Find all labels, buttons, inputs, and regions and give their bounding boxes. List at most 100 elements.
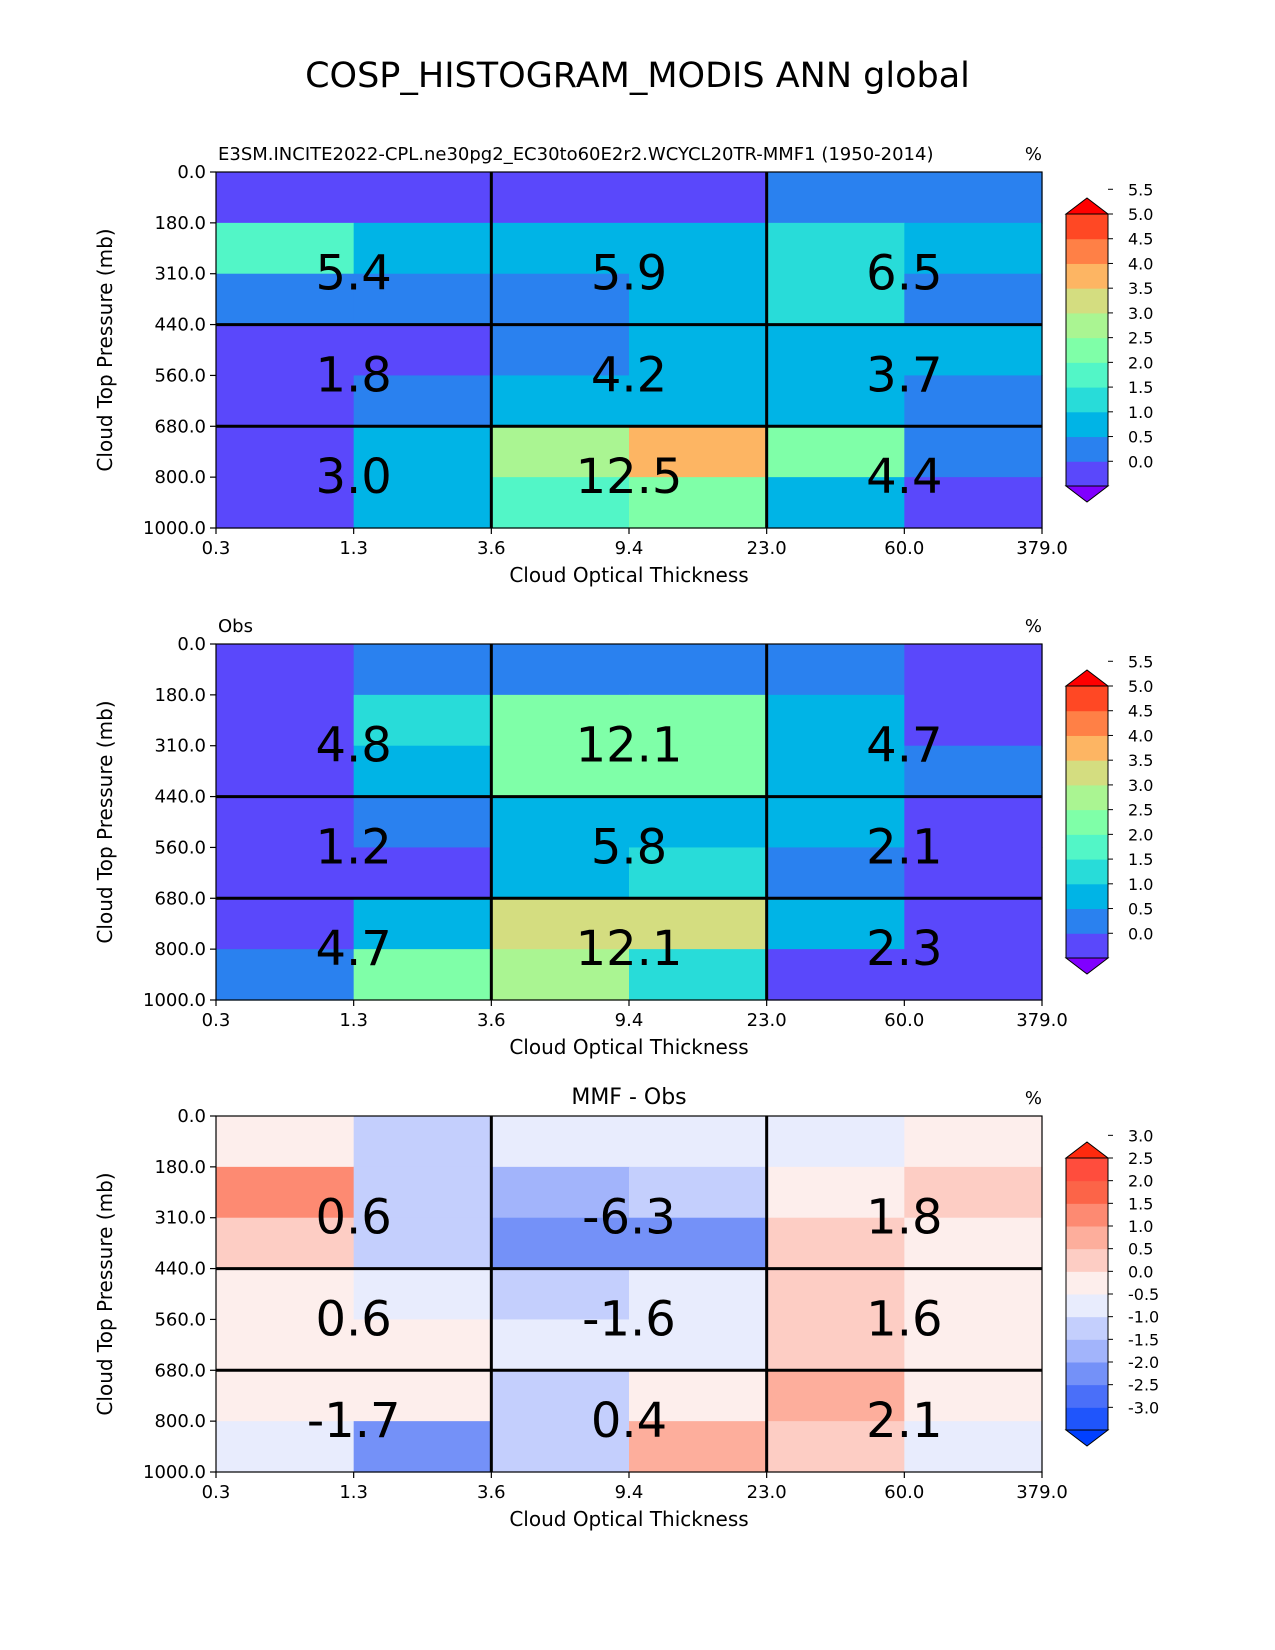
colorbar-extend-min bbox=[1064, 485, 1110, 503]
colorbar-extend-max bbox=[1064, 197, 1110, 215]
y-tick-label: 180.0 bbox=[154, 1157, 206, 1178]
box-value-label: 2.3 bbox=[866, 921, 942, 977]
colorbar-extend-max bbox=[1064, 1141, 1110, 1159]
colorbar-tick-label: 3.0 bbox=[1128, 304, 1153, 323]
heatmap-cell bbox=[904, 1217, 1043, 1270]
y-axis-label: Cloud Top Pressure (mb) bbox=[93, 1172, 117, 1415]
heatmap-panel-3: 0.6 -6.3 1.8 0.6 -1.6 1.6 -1.7 0.4 2.1 0.3 1.3 3.6 9… bbox=[93, 1085, 1159, 1531]
colorbar-bin bbox=[1066, 760, 1108, 786]
y-tick-label: 0.0 bbox=[177, 634, 206, 655]
colorbar-bin bbox=[1066, 1248, 1108, 1272]
x-tick-label: 23.0 bbox=[747, 1010, 787, 1031]
box-value-label: 12.5 bbox=[576, 449, 683, 505]
colorbar-tick-label: 4.0 bbox=[1128, 254, 1153, 273]
colorbar-bin bbox=[1066, 1226, 1108, 1250]
colorbar-bin bbox=[1066, 1384, 1108, 1408]
heatmap-cell bbox=[491, 847, 630, 899]
colorbar-bin bbox=[1066, 834, 1108, 860]
box-value-label: 4.2 bbox=[591, 347, 667, 403]
colorbar-extend-max bbox=[1064, 669, 1110, 687]
y-tick-label: 440.0 bbox=[154, 1259, 206, 1280]
x-axis-label: Cloud Optical Thickness bbox=[509, 1035, 748, 1059]
heatmap-cell bbox=[216, 375, 355, 427]
y-tick-label: 1000.0 bbox=[143, 518, 206, 539]
heatmap-cell bbox=[629, 1421, 768, 1473]
colorbar-tick-label: 2.0 bbox=[1128, 1172, 1153, 1191]
colorbar-bin bbox=[1066, 411, 1108, 438]
x-tick-label: 9.4 bbox=[615, 1482, 644, 1503]
heatmap-cell bbox=[491, 324, 630, 377]
heatmap-cell bbox=[904, 222, 1043, 275]
heatmap-cell bbox=[904, 694, 1043, 747]
box-value-label: 5.8 bbox=[591, 819, 667, 875]
heatmap-cell bbox=[491, 949, 630, 1001]
heatmap-cell bbox=[629, 477, 768, 529]
plot-frame bbox=[215, 643, 1043, 1001]
heatmap-cell bbox=[904, 426, 1043, 478]
heatmap-cell bbox=[216, 273, 355, 326]
heatmap-panel-2: 4.8 12.1 4.7 1.2 5.8 2.1 4.7 12.1 2.3 0.3 1.3 3.6 9.… bbox=[93, 616, 1153, 1059]
colorbar-bin bbox=[1066, 436, 1108, 462]
heatmap-cell bbox=[766, 1319, 905, 1371]
heatmap-cell bbox=[353, 644, 492, 696]
heatmap-cell bbox=[353, 1421, 492, 1473]
heatmap-cell bbox=[904, 273, 1043, 326]
x-tick-label: 379.0 bbox=[1016, 1010, 1068, 1031]
heatmap-cell bbox=[353, 745, 492, 798]
colorbar-bin bbox=[1066, 784, 1108, 811]
colorbar-tick-label: -1.5 bbox=[1128, 1330, 1159, 1349]
y-tick-label: 0.0 bbox=[177, 1106, 206, 1127]
box-value-label: 12.1 bbox=[576, 718, 683, 774]
heatmap-cell bbox=[216, 745, 355, 798]
plot-frame bbox=[215, 1115, 1043, 1473]
y-tick-label: 680.0 bbox=[154, 416, 206, 437]
colorbar-tick-label: 0.5 bbox=[1128, 900, 1153, 919]
panel-title: Obs bbox=[218, 616, 253, 637]
x-tick-label: 1.3 bbox=[339, 1010, 368, 1031]
heatmap-cell bbox=[353, 1370, 492, 1422]
heatmap-cell bbox=[216, 1217, 355, 1270]
x-tick-label: 1.3 bbox=[339, 1482, 368, 1503]
y-tick-label: 310.0 bbox=[154, 736, 206, 757]
heatmap-cell bbox=[353, 898, 492, 950]
heatmap-cell bbox=[491, 1319, 630, 1371]
y-tick-label: 180.0 bbox=[154, 685, 206, 706]
box-value-label: 4.7 bbox=[315, 921, 391, 977]
heatmap-cell bbox=[353, 1217, 492, 1270]
colorbar-tick-label: 3.5 bbox=[1128, 279, 1153, 298]
colorbar-bin bbox=[1066, 238, 1108, 264]
heatmap-cell bbox=[629, 324, 768, 377]
colorbar-tick-label: 4.5 bbox=[1128, 230, 1153, 249]
box-value-label: 4.7 bbox=[866, 718, 942, 774]
colorbar-tick-label: -1.0 bbox=[1128, 1308, 1159, 1327]
colorbar-bin bbox=[1066, 1203, 1108, 1227]
x-tick-label: 23.0 bbox=[747, 1482, 787, 1503]
y-tick-label: 310.0 bbox=[154, 1208, 206, 1229]
colorbar-tick-label: 3.5 bbox=[1128, 751, 1153, 770]
x-tick-label: 9.4 bbox=[615, 538, 644, 559]
colorbar-tick-label: 0.0 bbox=[1128, 924, 1153, 943]
heatmap-cell bbox=[904, 796, 1043, 849]
heatmap-cell bbox=[491, 1116, 630, 1168]
colorbar-1: 0.0 0.5 1.0 1.5 2.0 2.5 3.0 3.5 4.0 4.5 5.0 5.5 bbox=[1064, 180, 1153, 503]
panel-title: MMF - Obs bbox=[571, 1085, 686, 1110]
colorbar-tick-label: -2.0 bbox=[1128, 1353, 1159, 1372]
heatmap-cell bbox=[353, 847, 492, 899]
heatmap-cell bbox=[766, 172, 905, 224]
heatmap-cell bbox=[904, 375, 1043, 427]
heatmap-cell bbox=[491, 1370, 630, 1422]
y-tick-label: 0.0 bbox=[177, 162, 206, 183]
heatmap-cell bbox=[629, 222, 768, 275]
colorbar-tick-label: -0.5 bbox=[1128, 1285, 1159, 1304]
heatmap-cell bbox=[491, 172, 630, 224]
colorbar-bin bbox=[1066, 1362, 1108, 1386]
heatmap-cell bbox=[904, 1116, 1043, 1168]
box-value-label: 1.8 bbox=[866, 1190, 942, 1246]
y-tick-label: 680.0 bbox=[154, 1360, 206, 1381]
heatmap-cell bbox=[766, 1268, 905, 1321]
y-tick-label: 1000.0 bbox=[143, 1462, 206, 1483]
heatmap-cell bbox=[629, 1116, 768, 1168]
heatmap-cell bbox=[216, 172, 355, 224]
heatmap-cell bbox=[353, 949, 492, 1001]
